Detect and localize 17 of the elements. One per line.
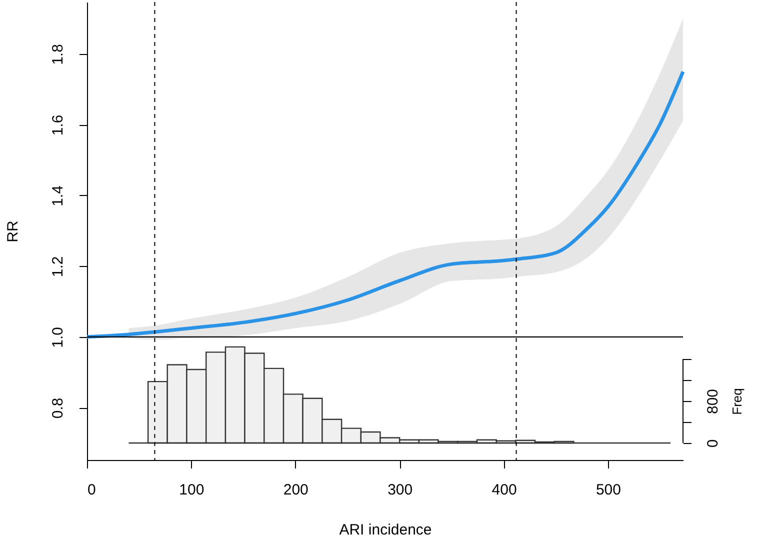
y-tick-label: 0.8: [50, 398, 66, 419]
x-axis-title: ARI incidence: [339, 522, 432, 538]
y2-axis-title: Freq: [730, 388, 744, 415]
y-tick-label: 1.0: [50, 326, 66, 348]
x-tick-label: 100: [179, 482, 204, 498]
x-tick-label: 0: [88, 482, 96, 498]
y-tick-label: 1.8: [50, 44, 66, 65]
y-tick-label: 1.4: [50, 186, 66, 206]
y2-tick-label: 800: [704, 388, 722, 414]
x-tick-label: 500: [596, 482, 621, 498]
x-tick-label: 400: [492, 482, 517, 498]
y-tick-label: 1.2: [50, 256, 66, 278]
y-axis-title: RR: [4, 220, 22, 242]
y-tick-label: 1.6: [50, 114, 66, 136]
y2-tick-label: 0: [704, 439, 722, 448]
x-tick-label: 300: [388, 482, 413, 498]
x-tick-label: 200: [283, 482, 308, 498]
